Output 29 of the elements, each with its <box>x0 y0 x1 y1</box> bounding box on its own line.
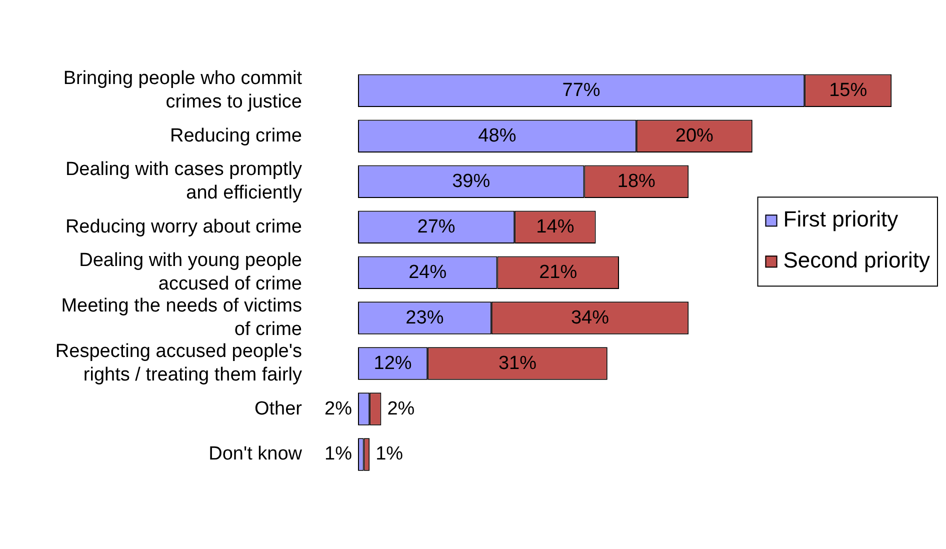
y-tick-label: Bringing people who commit crimes to justice <box>63 68 303 113</box>
legend-label: First priority <box>783 206 898 232</box>
data-label: 48% <box>478 125 516 146</box>
y-tick-label: Dealing with cases promptly and efficiently <box>65 158 302 204</box>
legend-label: Second priority <box>783 248 930 273</box>
data-label: 31% <box>498 352 537 374</box>
data-label: 14% <box>536 216 574 238</box>
data-label: 77% <box>562 80 600 101</box>
data-label: 1% <box>324 444 352 465</box>
y-tick-label: Reducing worry about crime <box>65 216 302 238</box>
y-tick-label: Other <box>254 398 303 420</box>
y-tick-label: Meeting the needs of victims of crime <box>61 295 302 340</box>
y-tick-label: Respecting accused people's rights / treating them fairly <box>55 340 302 386</box>
data-label: 23% <box>406 307 444 328</box>
data-label: 15% <box>829 80 868 101</box>
data-label: 21% <box>539 262 578 283</box>
data-label: 18% <box>617 170 656 192</box>
data-label: 27% <box>417 216 456 238</box>
y-tick-label: Reducing crime <box>170 125 302 146</box>
data-label: 34% <box>570 307 610 328</box>
y-tick-label: Dealing with young people accused of crime <box>79 250 302 295</box>
data-label: 39% <box>452 170 490 192</box>
data-label: 1% <box>376 444 404 465</box>
data-label: 2% <box>324 398 352 420</box>
data-label: 20% <box>675 125 714 146</box>
data-label: 12% <box>374 352 412 374</box>
y-tick-label: Don't know <box>208 444 302 465</box>
data-label: 24% <box>408 262 447 283</box>
data-label: 2% <box>387 398 415 420</box>
